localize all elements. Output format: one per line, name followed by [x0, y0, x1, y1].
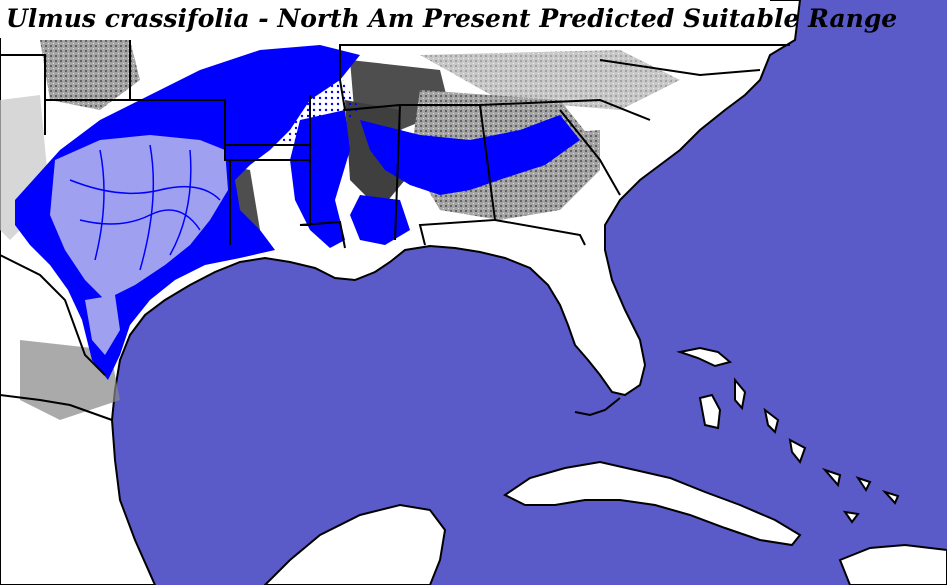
map-title: Ulmus crassifolia - North Am Present Pre… [0, 0, 897, 38]
cuba [503, 460, 802, 547]
bahamas [676, 346, 900, 524]
suitable-core [50, 135, 228, 300]
suitable-core-south [85, 295, 120, 355]
yucatan [263, 503, 447, 585]
core-rivers [69, 144, 221, 271]
hispaniola [838, 543, 947, 585]
state-borders [0, 40, 790, 421]
florida-keys [574, 397, 621, 417]
